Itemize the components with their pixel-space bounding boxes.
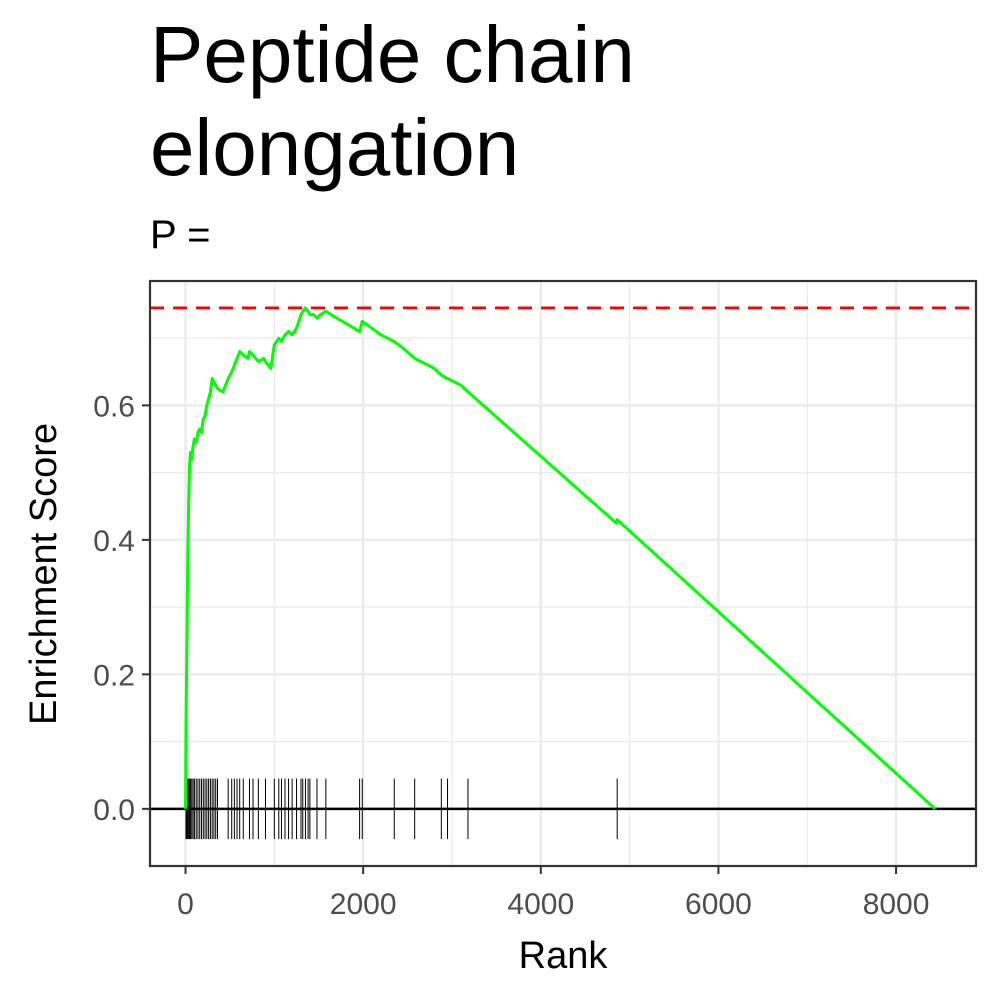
plot-title: Peptide chain elongation [150, 10, 635, 192]
y-tick-label: 0.2 [93, 659, 135, 692]
x-tick-label: 6000 [685, 888, 752, 921]
x-tick-label: 4000 [507, 888, 574, 921]
title-line-1: Peptide chain [150, 10, 635, 99]
running-enrichment-curve [184, 306, 937, 810]
x-axis-ticks: 0 2000 4000 6000 8000 [177, 866, 929, 921]
y-axis-ticks: 0.0 0.2 0.4 0.6 [93, 390, 150, 827]
title-line-2: elongation [150, 103, 519, 192]
x-axis-title: Rank [519, 935, 609, 977]
y-tick-label: 0.0 [93, 794, 135, 827]
x-tick-label: 2000 [330, 888, 397, 921]
y-tick-label: 0.4 [93, 525, 135, 558]
x-tick-label: 0 [177, 888, 194, 921]
y-axis-title: Enrichment Score [23, 423, 65, 725]
x-tick-label: 8000 [863, 888, 930, 921]
plot-subtitle: P = [150, 213, 210, 257]
panel-border [148, 279, 978, 868]
y-tick-label: 0.6 [93, 390, 135, 423]
panel-background [150, 281, 976, 866]
